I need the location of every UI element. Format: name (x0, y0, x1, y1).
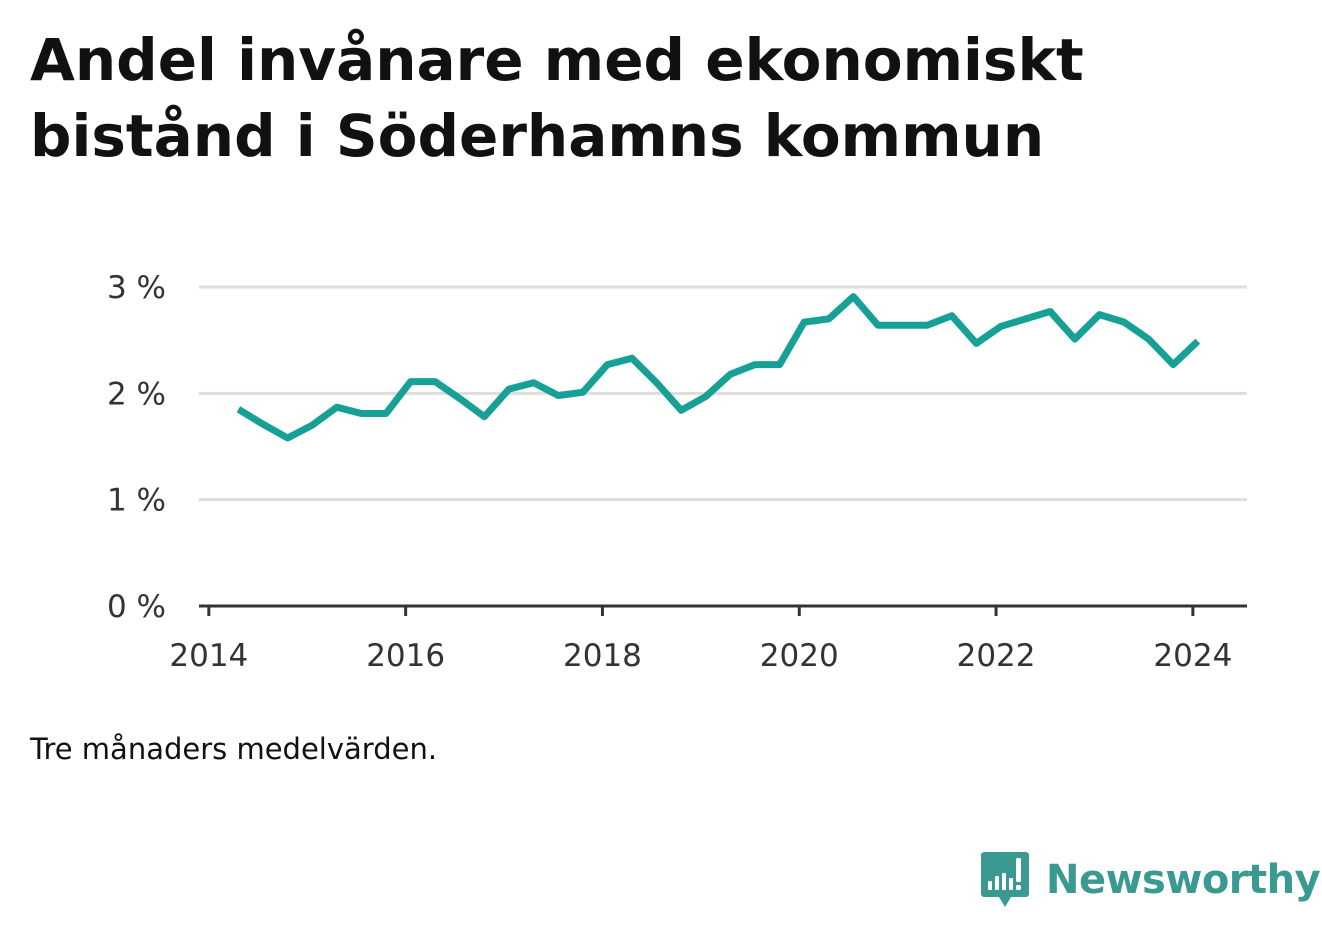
x-axis (199, 604, 1247, 616)
brand-logo-group[interactable]: Newsworthy (980, 850, 1321, 910)
y-tick-label: 0 % (107, 589, 166, 625)
x-tick-label: 2020 (760, 638, 839, 674)
chart-note: Tre månaders medelvärden. (30, 732, 438, 766)
y-tick-label: 1 % (107, 483, 166, 519)
x-axis-tick-labels: 2014 2016 2018 2020 2022 2024 (169, 638, 1232, 674)
brand-name: Newsworthy (1046, 857, 1321, 903)
series-group (236, 293, 1201, 442)
bar-chart-speech-bubble-icon (981, 852, 1029, 907)
x-tick-label: 2018 (563, 638, 642, 674)
chart-title: Andel invånare med ekonomiskt bistånd i … (30, 26, 1084, 170)
x-tick-label: 2024 (1153, 638, 1232, 674)
y-tick-label: 3 % (107, 270, 166, 306)
x-tick-label: 2022 (957, 638, 1036, 674)
y-axis-tick-labels: 0 % 1 % 2 % 3 % (107, 270, 166, 625)
x-tick-label: 2014 (169, 638, 248, 674)
series-line (236, 293, 1201, 442)
x-tick-label: 2016 (366, 638, 445, 674)
grid-lines (199, 285, 1247, 502)
y-tick-label: 2 % (107, 376, 166, 412)
